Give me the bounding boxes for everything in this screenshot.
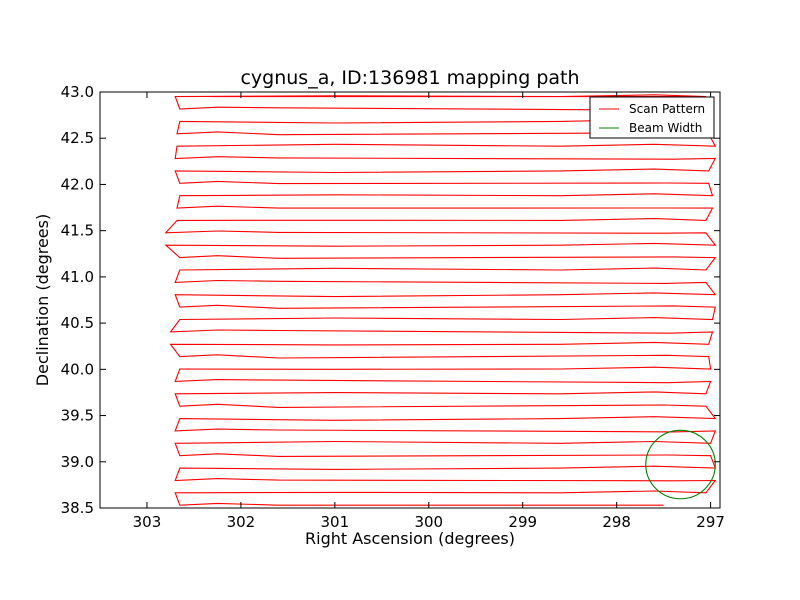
y-tick-label: 38.5: [61, 499, 94, 517]
plot-frame: [99, 91, 721, 509]
y-tick-label: 42.5: [61, 129, 94, 147]
y-axis-title: Declination (degrees): [33, 214, 52, 386]
x-axis: 303 302 301 300 299 298 297: [133, 92, 725, 531]
y-tick-label: 43.0: [61, 83, 94, 101]
x-tick-label: 299: [508, 513, 537, 531]
legend-label-scan: Scan Pattern: [629, 102, 705, 116]
legend-box: [589, 96, 715, 139]
plot-area: [99, 91, 721, 509]
beam-width-circle: [645, 429, 716, 500]
y-tick-label: 40.0: [61, 360, 94, 378]
x-tick-label: 303: [133, 513, 162, 531]
beam-layer: [645, 429, 716, 500]
x-tick-label: 302: [227, 513, 256, 531]
legend: Scan Pattern Beam Width: [589, 96, 715, 139]
y-tick-label: 41.5: [61, 222, 94, 240]
scan-layer: [164, 94, 717, 506]
scan-pattern-line: [164, 94, 717, 506]
y-tick-label: 42.0: [61, 175, 94, 193]
x-tick-label: 298: [602, 513, 631, 531]
y-tick-label: 40.5: [61, 314, 94, 332]
x-tick-label: 297: [696, 513, 725, 531]
y-tick-label: 39.5: [61, 407, 94, 425]
x-tick-label: 300: [414, 513, 443, 531]
y-tick-label: 39.0: [61, 453, 94, 471]
chart-title: cygnus_a, ID:136981 mapping path: [240, 67, 579, 89]
plot-background: [100, 92, 720, 508]
legend-label-beam: Beam Width: [629, 121, 702, 135]
y-tick-label: 41.0: [61, 268, 94, 286]
x-axis-title: Right Ascension (degrees): [305, 529, 515, 548]
x-tick-label: 301: [321, 513, 350, 531]
y-axis: 38.5 39.0 39.5 40.0 40.5 41.0 41.5 42.0 42.5 43.0: [61, 83, 720, 517]
